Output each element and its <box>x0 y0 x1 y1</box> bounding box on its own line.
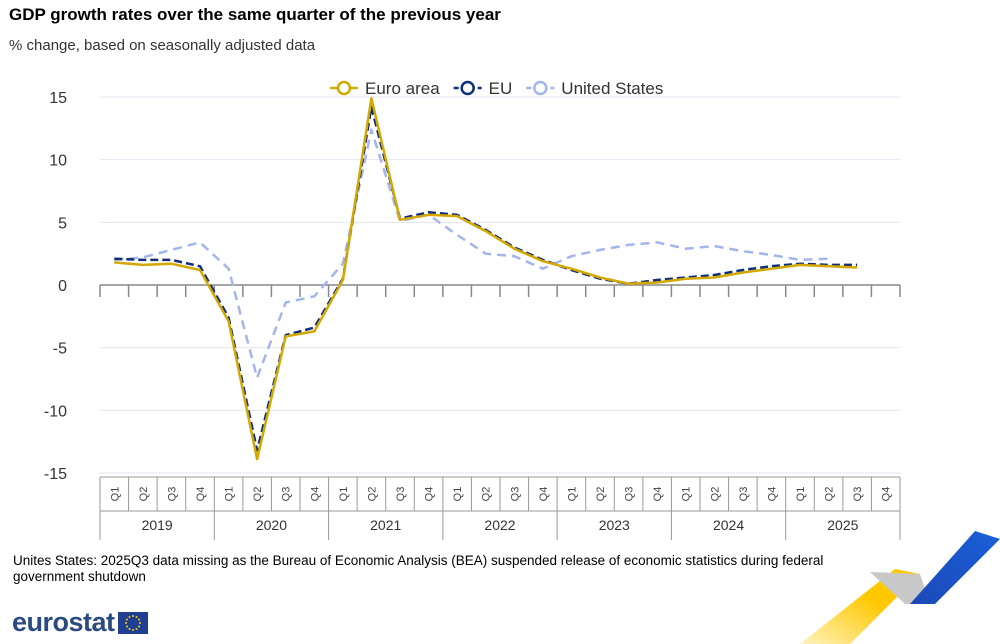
legend-item-united-states[interactable]: United States <box>526 79 663 98</box>
line-chart: 15 10 5 0 -5 -10 -15 Q1 Q2 Q3 Q4 Q1 Q2 Q3 Q4 Q1 Q2 Q3 Q4 Q1… <box>44 79 901 540</box>
series-line-eu <box>114 105 858 452</box>
chart-title: GDP growth rates over the same quarter o… <box>9 5 501 24</box>
quarter-label: Q4 <box>652 487 664 502</box>
quarter-label: Q2 <box>252 487 264 502</box>
year-label: 2025 <box>827 517 858 533</box>
legend-marker-icon <box>533 80 548 96</box>
quarter-label: Q4 <box>538 487 550 502</box>
decorative-stripes <box>800 531 1000 644</box>
quarter-label: Q2 <box>709 487 721 502</box>
quarter-label: Q3 <box>852 487 864 502</box>
series-line-euro-area <box>114 97 858 461</box>
quarter-label: Q4 <box>881 487 893 502</box>
legend-item-eu[interactable]: EU <box>453 79 513 98</box>
y-tick-label: 5 <box>58 215 67 232</box>
quarter-label: Q1 <box>795 487 807 502</box>
y-tick-label: 0 <box>58 278 67 295</box>
quarter-label: Q1 <box>452 487 464 502</box>
quarter-label: Q2 <box>138 487 150 502</box>
quarter-label: Q1 <box>338 487 350 502</box>
year-label: 2019 <box>142 517 173 533</box>
legend-label: United States <box>561 79 663 98</box>
legend-marker-icon <box>460 80 475 96</box>
legend-label: Euro area <box>365 79 440 98</box>
quarter-label: Q3 <box>624 487 636 502</box>
quarter-label: Q3 <box>738 487 750 502</box>
year-label: 2022 <box>484 517 515 533</box>
y-tick-label: 15 <box>49 90 67 107</box>
quarter-label: Q2 <box>481 487 493 502</box>
footnote: Unites States: 2025Q3 data missing as th… <box>13 553 824 584</box>
legend-item-euro-area[interactable]: Euro area <box>330 79 440 98</box>
quarter-label: Q2 <box>595 487 607 502</box>
quarter-label: Q1 <box>566 487 578 502</box>
quarter-label: Q3 <box>281 487 293 502</box>
quarter-label: Q3 <box>395 487 407 502</box>
logo-text: eurostat <box>12 607 115 637</box>
quarter-label: Q4 <box>766 487 778 502</box>
y-tick-label: -5 <box>53 341 67 358</box>
y-tick-label: -15 <box>44 466 67 483</box>
year-label: 2023 <box>599 517 630 533</box>
eurostat-logo: eurostat <box>12 607 148 638</box>
year-label: 2021 <box>370 517 401 533</box>
year-label: 2024 <box>713 517 744 533</box>
quarter-label: Q1 <box>109 487 121 502</box>
quarter-label: Q1 <box>681 487 693 502</box>
quarter-label: Q3 <box>509 487 521 502</box>
series-line-united-states <box>114 128 829 379</box>
chart-subtitle: % change, based on seasonally adjusted d… <box>9 37 316 54</box>
quarter-label: Q1 <box>224 487 236 502</box>
y-tick-label: -10 <box>44 403 67 420</box>
quarter-label: Q4 <box>424 487 436 502</box>
legend-label: EU <box>489 79 513 98</box>
y-tick-label: 10 <box>49 153 67 170</box>
quarter-label: Q2 <box>824 487 836 502</box>
legend-marker-icon <box>336 80 352 96</box>
eu-flag-icon <box>117 611 148 634</box>
year-label: 2020 <box>256 517 287 533</box>
quarter-label: Q3 <box>166 487 178 502</box>
quarter-label: Q4 <box>309 487 321 502</box>
quarter-label: Q2 <box>366 487 378 502</box>
quarter-label: Q4 <box>195 487 207 502</box>
